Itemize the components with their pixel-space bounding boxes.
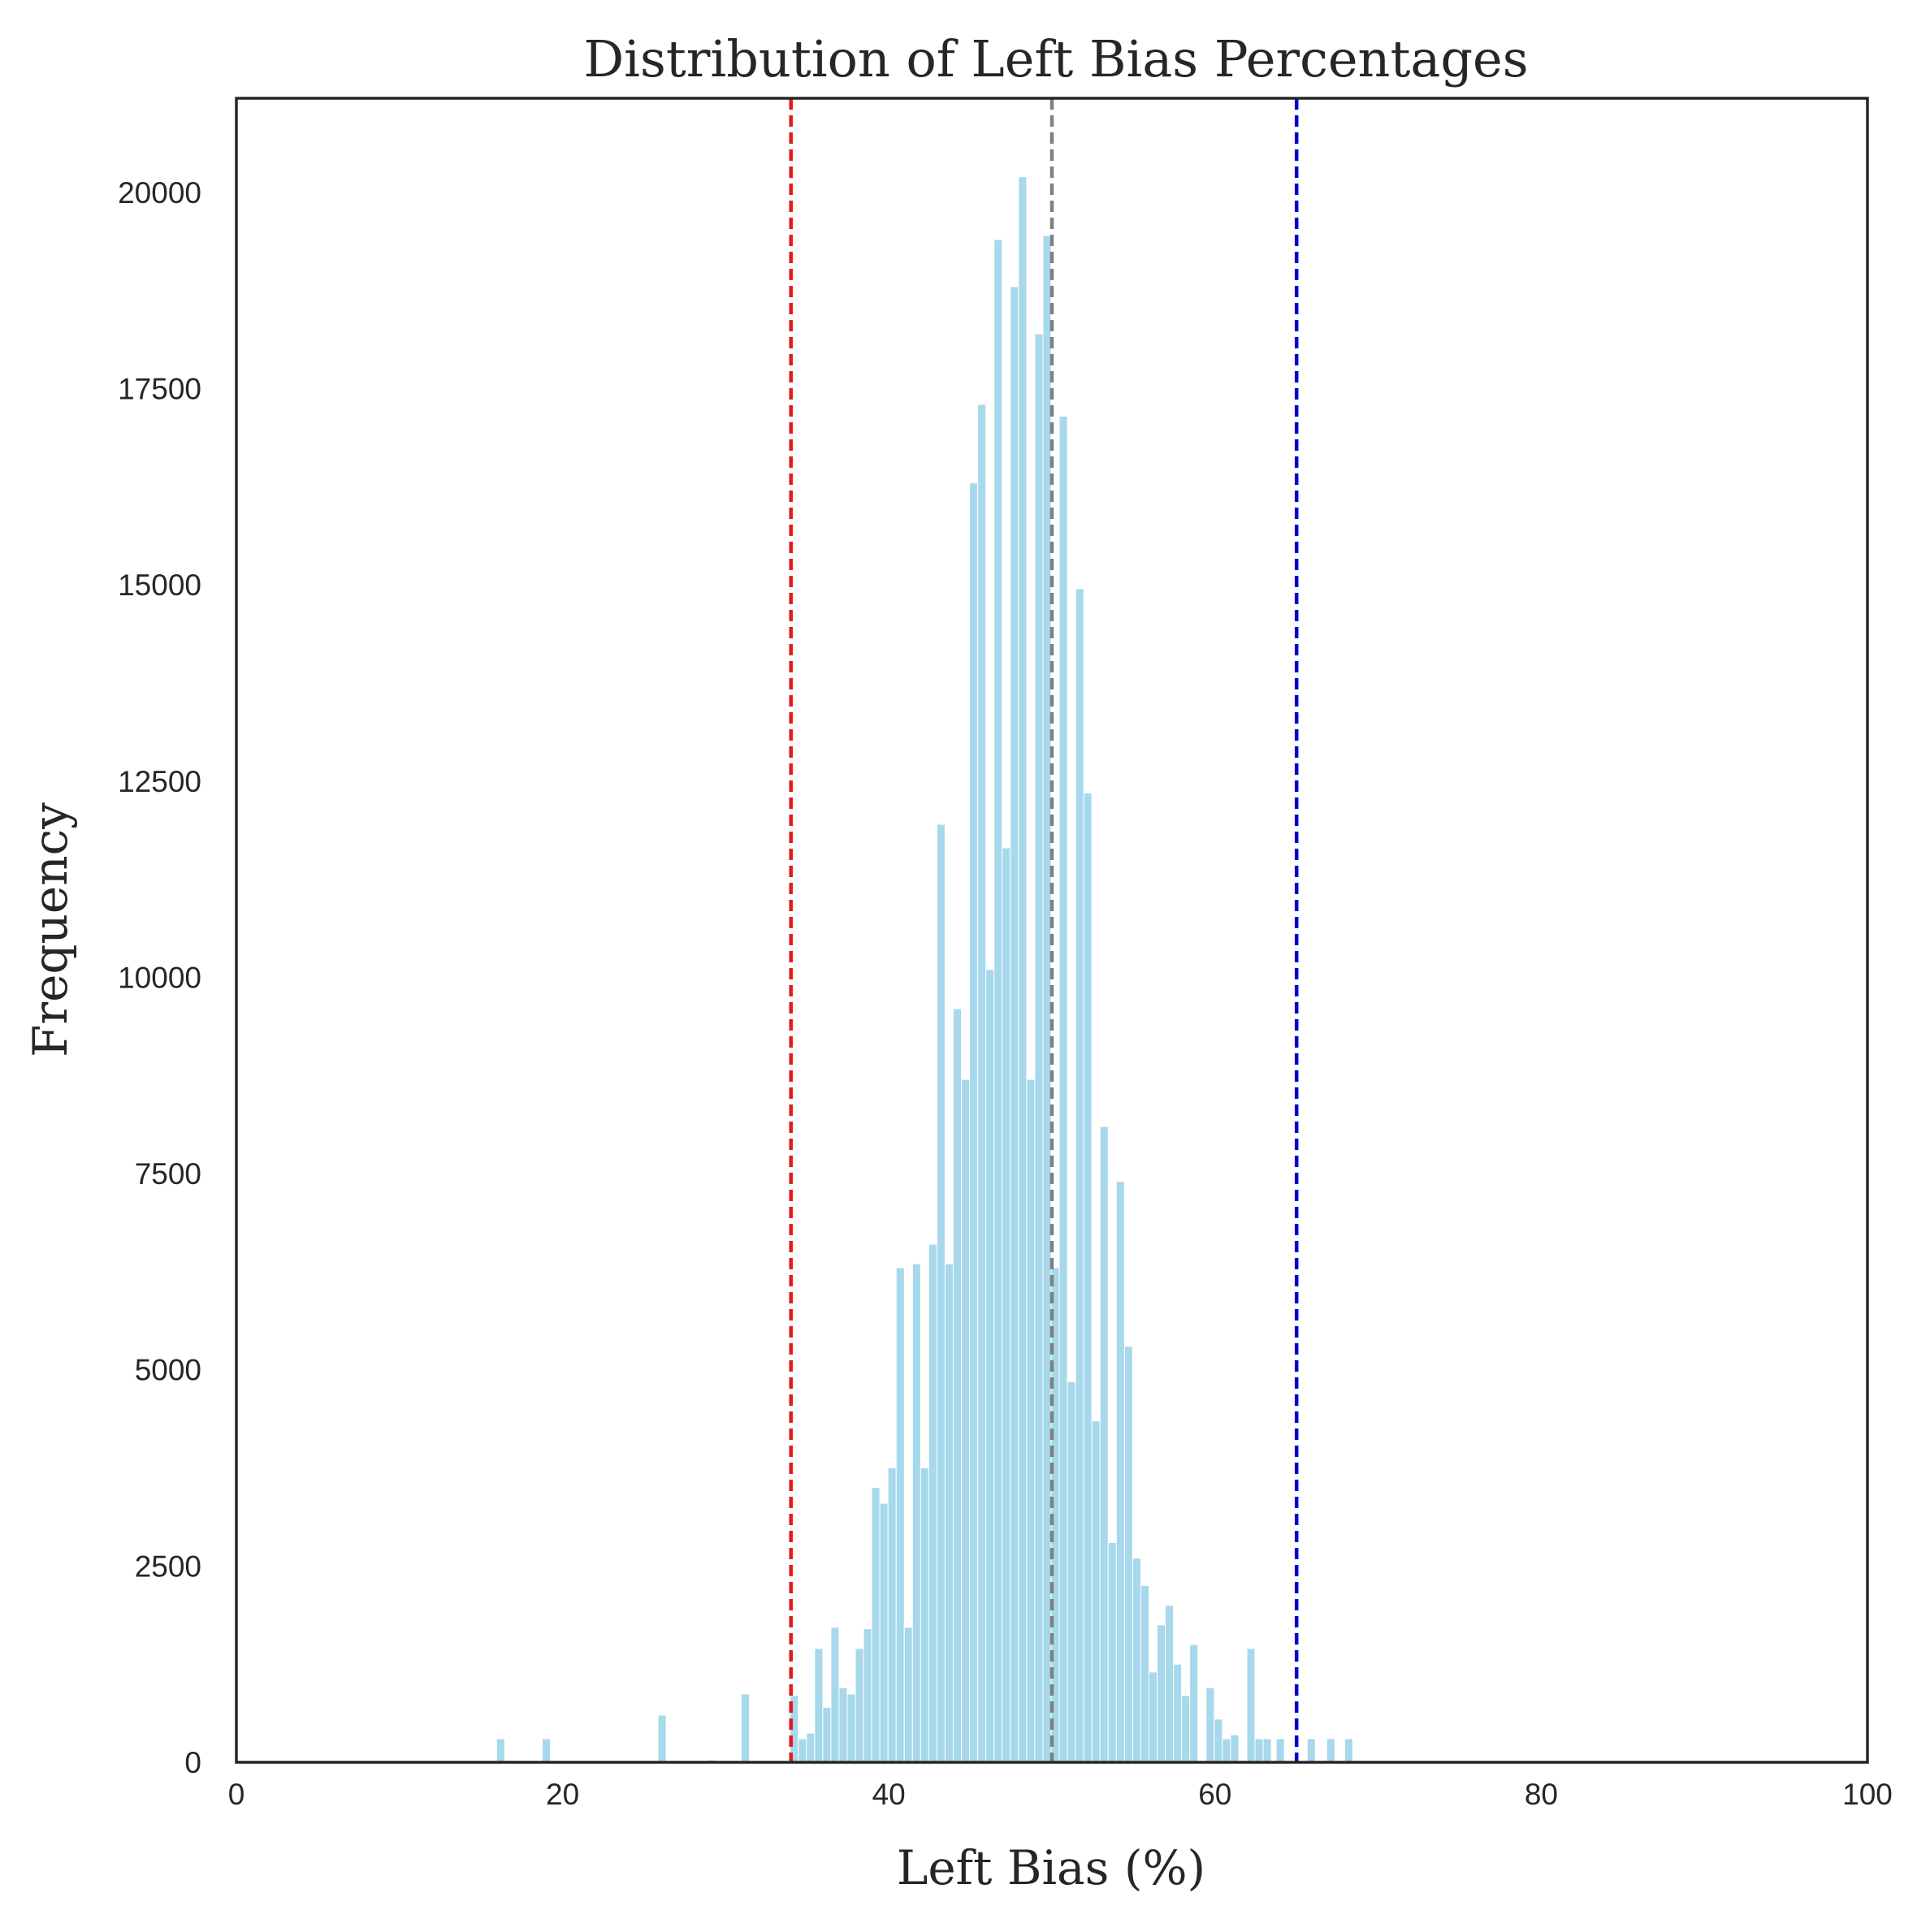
histogram-bar [1010,286,1019,1763]
y-tick-label: 5000 [135,1354,201,1387]
histogram-bar [1344,1738,1353,1763]
histogram-bar [969,482,979,1763]
histogram-bar [1222,1738,1231,1763]
histogram-bar [953,1008,963,1763]
histogram-bar [1275,1738,1285,1763]
histogram-bar [657,1714,667,1763]
y-tick-label: 17500 [118,373,201,406]
histogram-bar [1026,1078,1036,1763]
histogram-bar [863,1628,872,1763]
histogram-bar [1067,1381,1076,1763]
chart-title: Distribution of Left Bias Percentages [583,29,1528,89]
y-tick-label: 20000 [118,176,201,210]
histogram-bar [1042,235,1052,1763]
histogram-bar [822,1706,832,1763]
histogram-bar [740,1693,751,1763]
histogram-bar [806,1732,816,1763]
histogram-bar [814,1648,824,1763]
x-axis-ticks: 0 20 40 60 80 100 [228,1778,1893,1811]
histogram-bar [1083,792,1093,1763]
plot-frame [235,97,1869,1764]
histogram-bar [1107,1541,1117,1763]
x-axis-label: Left Bias (%) [897,1840,1205,1895]
histogram-bar [944,1263,954,1763]
histogram-bar [1132,1558,1141,1763]
histogram-bar [1075,588,1084,1763]
histogram-bar [798,1738,807,1763]
y-tick-label: 15000 [118,568,201,602]
x-tick-label: 20 [546,1778,579,1811]
histogram-bar [1165,1605,1175,1763]
histogram-bar [993,239,1003,1763]
histogram-bar [495,1738,505,1763]
histogram-bar [977,404,987,1763]
histogram-bar [961,1078,971,1763]
x-tick-label: 80 [1525,1778,1558,1811]
histogram-bar [1254,1738,1264,1763]
histogram-bar [1034,333,1044,1763]
y-tick-label: 10000 [118,961,201,994]
x-tick-label: 40 [872,1778,906,1811]
histogram-bar [1058,415,1068,1763]
histogram-bar [1181,1695,1191,1763]
y-tick-label: 12500 [118,765,201,798]
x-tick-label: 100 [1842,1778,1893,1811]
histogram-bar [928,1243,937,1763]
histogram-bar [1002,847,1011,1763]
histogram-bar [1205,1687,1215,1763]
histogram-bar [936,823,946,1763]
histogram-bar [830,1627,840,1763]
x-tick-label: 60 [1198,1778,1231,1811]
histogram-bar [1018,176,1028,1763]
histogram-bar [1099,1126,1109,1763]
histogram-bar [903,1627,913,1763]
histogram-bars [495,176,1353,1763]
histogram-bar [895,1267,905,1763]
histogram-bar [1189,1644,1199,1763]
histogram-bar [911,1263,921,1763]
histogram-bar [838,1687,848,1763]
histogram-bar [1306,1738,1316,1763]
histogram-bar [985,969,995,1763]
histogram-bar [1115,1181,1125,1763]
x-tick-label: 0 [228,1778,245,1811]
histogram-bar [846,1693,856,1763]
reference-lines [789,98,1299,1762]
histogram-bar [1140,1585,1149,1763]
histogram-bar [542,1738,552,1763]
histogram-bar [1157,1624,1166,1763]
y-tick-label: 2500 [135,1549,201,1583]
histogram-bar [1123,1346,1133,1763]
y-tick-label: 0 [184,1746,201,1779]
histogram-bar [1148,1671,1158,1763]
histogram-bar [920,1467,929,1763]
histogram-bar [1262,1738,1272,1763]
histogram-bar [1326,1738,1335,1763]
histogram-bar [1246,1648,1256,1763]
histogram-bar [855,1648,864,1763]
histogram-bar [1230,1734,1240,1763]
y-axis-ticks: 0 2500 5000 7500 10000 12500 15000 17500 20000 [118,176,201,1779]
histogram-bar [871,1487,881,1763]
y-axis-label: Frequency [23,802,78,1057]
histogram-bar [887,1467,897,1763]
histogram-bar [1214,1718,1223,1763]
histogram-bar [1173,1663,1183,1763]
histogram-bar [879,1502,889,1763]
y-tick-label: 7500 [135,1157,201,1191]
histogram-bar [1091,1420,1101,1763]
